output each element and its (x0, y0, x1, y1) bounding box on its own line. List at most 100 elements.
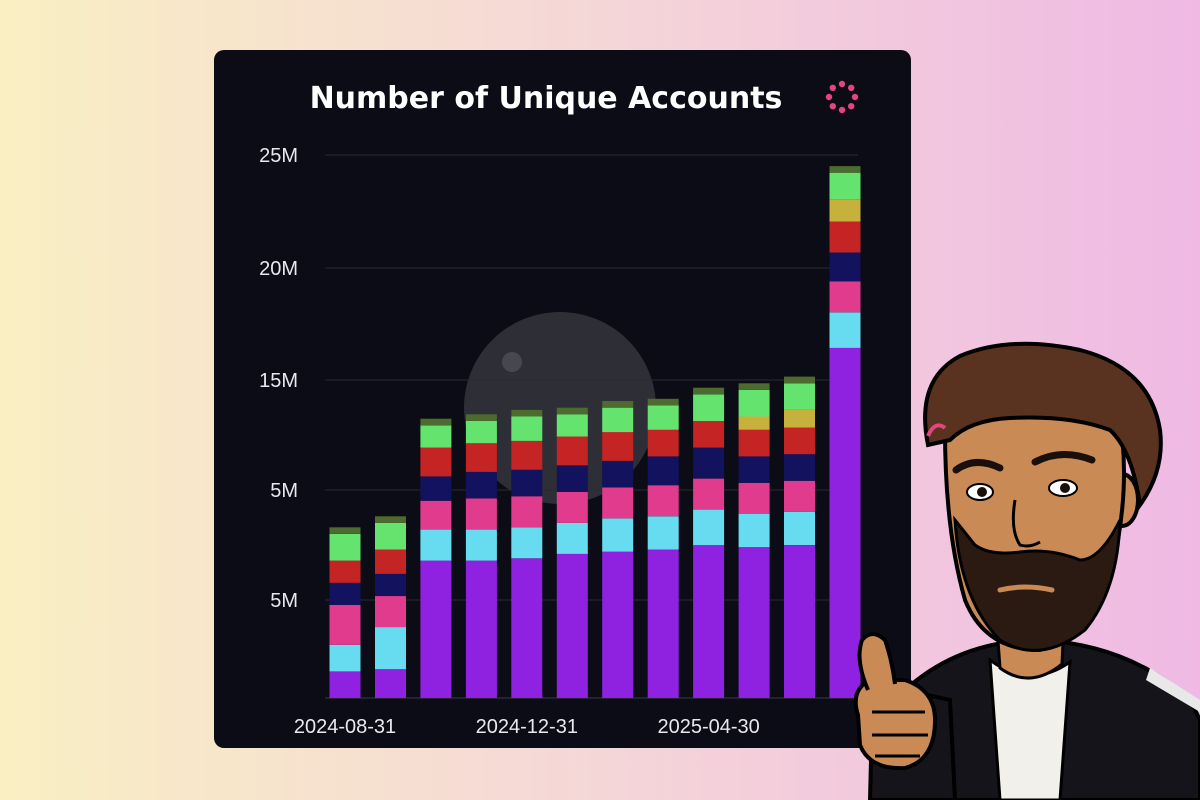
chart-title: Number of Unique Accounts (310, 81, 783, 116)
bar-segment (556, 491, 588, 523)
bar-segment (511, 558, 543, 698)
cartoon-man-thumbs-up (853, 341, 1200, 800)
bar-segment (647, 516, 679, 550)
bar-segment (375, 627, 406, 670)
bar-segment (738, 429, 770, 457)
bar-segment (738, 389, 770, 417)
y-tick-label: 20M (259, 258, 298, 280)
x-tick-label: 2024-12-31 (476, 716, 578, 738)
bar-segment (375, 573, 406, 597)
y-tick-label: 5M (270, 480, 298, 502)
dotted-ring-logo-icon (825, 80, 859, 114)
bar-segment (647, 398, 679, 406)
bar-segment (784, 376, 815, 384)
bar-segment (784, 427, 815, 455)
bar-segment (329, 534, 361, 561)
bar-segment (420, 425, 452, 448)
y-tick-label: 25M (259, 145, 298, 167)
bar-segment (693, 509, 725, 546)
bar-segment (556, 553, 588, 698)
bar-segment (329, 582, 361, 605)
nose (1011, 499, 1041, 548)
bar-segment (693, 478, 725, 510)
bar-segment (329, 560, 361, 583)
bar-segment (556, 414, 588, 437)
hair (923, 341, 1163, 511)
bar-segment (647, 549, 679, 698)
bar-segment (647, 456, 679, 486)
x-axis-ticks: 2024-08-31 2024-12-31 2025-04-30 (294, 716, 760, 738)
fist (853, 678, 938, 771)
y-tick-label: 5M (270, 590, 298, 612)
bar-segment (375, 669, 406, 698)
finger-lines (872, 710, 928, 758)
bar-segment (420, 529, 452, 561)
y-axis-ticks: 25M 20M 15M 5M 5M (259, 145, 298, 612)
bar-segment (511, 409, 543, 417)
watermark-dot (502, 352, 522, 372)
thumb (857, 632, 897, 691)
bar-segment (511, 440, 543, 470)
bar-segment (693, 387, 725, 395)
left-pupil (977, 487, 987, 497)
bar-segment (375, 522, 406, 550)
hair-highlight (926, 423, 947, 437)
bar-segment (784, 480, 815, 512)
bar-segment (556, 465, 588, 492)
bar-segment (602, 432, 634, 461)
mouth (997, 584, 1055, 593)
bar-segment (465, 471, 497, 499)
bar-segment (375, 516, 406, 523)
bar-segment (738, 416, 770, 430)
bar-segment (829, 166, 861, 173)
bar-segment (556, 407, 588, 415)
bar-segment (329, 644, 361, 672)
bar-segment (693, 447, 725, 479)
bar-segment (829, 199, 861, 222)
right-eyebrow (1031, 451, 1096, 466)
bar-segment (602, 551, 634, 698)
bar-segment (465, 560, 497, 698)
bar-segment (829, 281, 861, 313)
bar-segment (511, 416, 543, 441)
bar-segment (420, 447, 452, 477)
bar-segment (738, 547, 770, 698)
bar-segment (511, 527, 543, 559)
bar-segment (829, 347, 861, 698)
bar-segment (511, 496, 543, 528)
bar-segment (829, 312, 861, 348)
bar-segment (602, 518, 634, 552)
x-tick-label: 2025-04-30 (657, 716, 759, 738)
bar-segment (375, 596, 406, 627)
bar-segment (738, 483, 770, 514)
bar-segment (420, 560, 452, 698)
right-pupil (1060, 483, 1070, 493)
bar-segment (420, 418, 452, 426)
bar-segment (511, 469, 543, 497)
bar-segment (647, 429, 679, 457)
bar-segment (556, 436, 588, 466)
bar-segment (738, 456, 770, 483)
bar-segment (465, 443, 497, 472)
bar-segment (647, 485, 679, 517)
x-tick-label: 2024-08-31 (294, 716, 396, 738)
bar-segment (829, 172, 861, 200)
bar-segment (465, 414, 497, 421)
bar-segment (784, 383, 815, 410)
bar-segment (693, 394, 725, 421)
bar-segment (602, 460, 634, 488)
bar-segment (784, 545, 815, 698)
bar-segment (829, 221, 861, 253)
jacket-stripe (1146, 668, 1200, 712)
bar-segment (465, 529, 497, 561)
bar-segment (647, 405, 679, 430)
bar-segment (602, 401, 634, 408)
bar-segment (465, 421, 497, 444)
bar-segment (556, 522, 588, 554)
bar-segment (602, 487, 634, 519)
bar-segment (784, 511, 815, 545)
bar-segment (375, 549, 406, 574)
bar-segment (784, 454, 815, 481)
bar-segment (738, 514, 770, 548)
bar-segment (420, 500, 452, 530)
